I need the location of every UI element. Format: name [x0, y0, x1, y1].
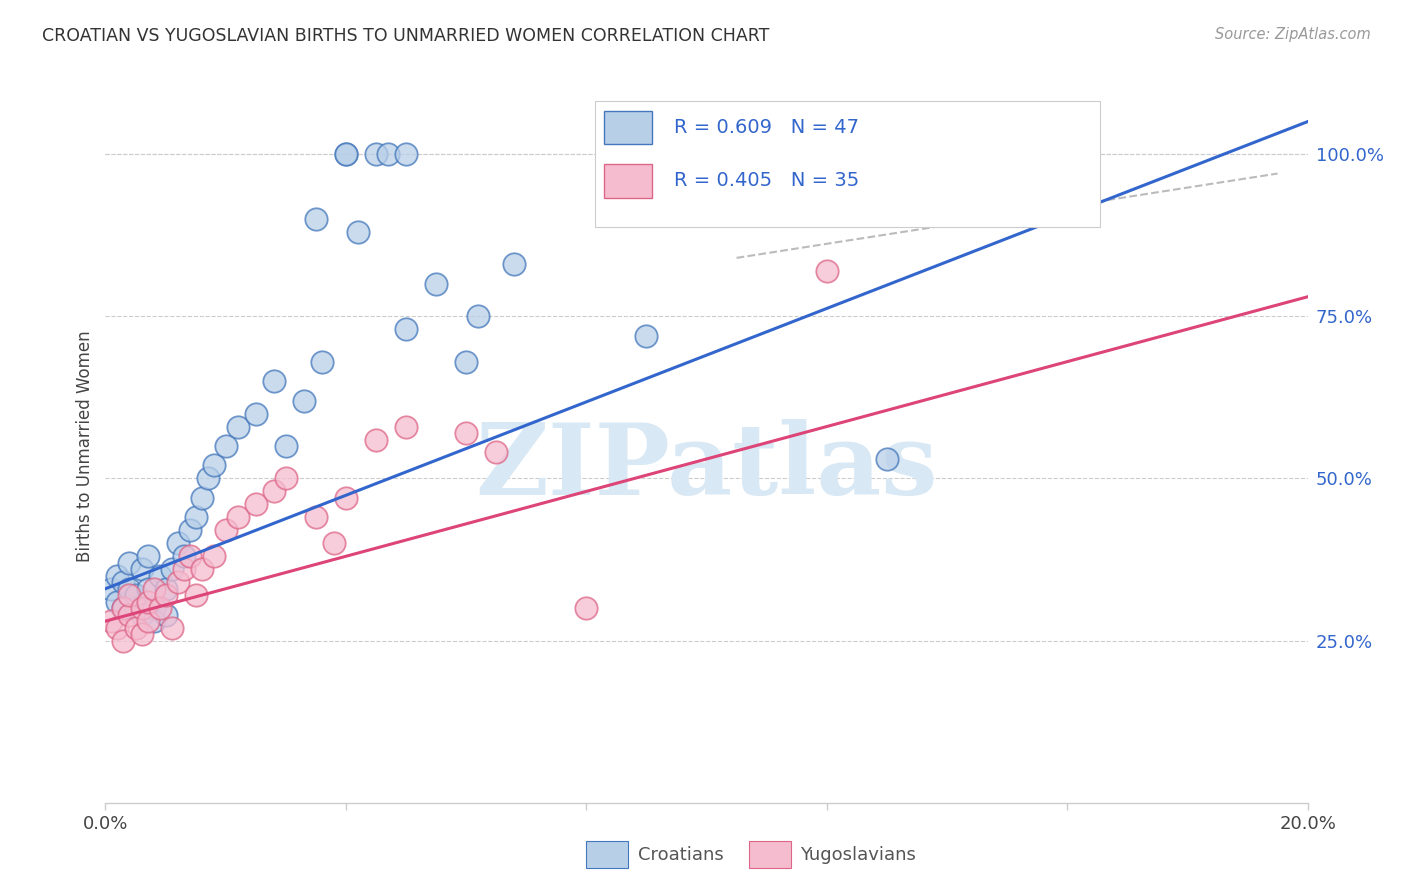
Point — [112, 633, 135, 648]
Point — [166, 536, 188, 550]
Y-axis label: Births to Unmarried Women: Births to Unmarried Women — [76, 330, 94, 562]
Point — [395, 322, 418, 336]
Point — [118, 556, 141, 570]
Text: R = 0.405   N = 35: R = 0.405 N = 35 — [673, 171, 859, 191]
Point — [364, 147, 387, 161]
Point — [124, 588, 146, 602]
Point — [142, 614, 165, 628]
Point — [274, 471, 297, 485]
Point — [118, 607, 141, 622]
Point — [184, 588, 207, 602]
Point — [575, 601, 598, 615]
Text: Source: ZipAtlas.com: Source: ZipAtlas.com — [1215, 27, 1371, 42]
Point — [131, 627, 153, 641]
Point — [485, 445, 508, 459]
Point — [131, 562, 153, 576]
Point — [179, 549, 201, 564]
Point — [425, 277, 447, 291]
FancyBboxPatch shape — [595, 101, 1099, 227]
Point — [335, 491, 357, 505]
Point — [636, 328, 658, 343]
Point — [311, 354, 333, 368]
Point — [226, 510, 249, 524]
Point — [107, 595, 129, 609]
Point — [377, 147, 399, 161]
Point — [322, 536, 344, 550]
Text: ZIPatlas: ZIPatlas — [475, 419, 938, 516]
Point — [107, 568, 129, 582]
Point — [124, 621, 146, 635]
Point — [214, 524, 236, 538]
Point — [876, 452, 898, 467]
Point — [142, 601, 165, 615]
Point — [347, 225, 370, 239]
Point — [148, 568, 170, 582]
Point — [136, 595, 159, 609]
Point — [202, 458, 225, 473]
Point — [245, 497, 267, 511]
Point — [118, 588, 141, 602]
Point — [166, 575, 188, 590]
Point — [160, 562, 183, 576]
FancyBboxPatch shape — [586, 841, 628, 869]
Point — [100, 582, 122, 596]
Point — [179, 524, 201, 538]
Point — [292, 393, 315, 408]
FancyBboxPatch shape — [748, 841, 790, 869]
Point — [305, 510, 328, 524]
Point — [335, 147, 357, 161]
Text: Yugoslavians: Yugoslavians — [800, 846, 917, 863]
Point — [112, 601, 135, 615]
Point — [202, 549, 225, 564]
Point — [226, 419, 249, 434]
Point — [136, 614, 159, 628]
Point — [245, 407, 267, 421]
FancyBboxPatch shape — [605, 164, 652, 198]
Point — [305, 211, 328, 226]
Point — [124, 601, 146, 615]
Point — [173, 549, 195, 564]
Point — [274, 439, 297, 453]
Point — [131, 607, 153, 622]
Point — [112, 601, 135, 615]
Point — [263, 374, 285, 388]
Point — [467, 310, 489, 324]
Point — [190, 562, 212, 576]
Point — [100, 614, 122, 628]
Point — [184, 510, 207, 524]
Text: Croatians: Croatians — [638, 846, 724, 863]
Point — [364, 433, 387, 447]
Point — [197, 471, 219, 485]
Text: R = 0.609   N = 47: R = 0.609 N = 47 — [673, 118, 859, 137]
Point — [136, 582, 159, 596]
FancyBboxPatch shape — [605, 111, 652, 145]
Point — [335, 147, 357, 161]
Point — [214, 439, 236, 453]
Point — [148, 601, 170, 615]
Point — [395, 419, 418, 434]
Point — [454, 354, 477, 368]
Point — [395, 147, 418, 161]
Point — [118, 582, 141, 596]
Point — [142, 582, 165, 596]
Point — [131, 601, 153, 615]
Point — [160, 621, 183, 635]
Point — [173, 562, 195, 576]
Point — [815, 264, 838, 278]
Point — [155, 607, 177, 622]
Point — [454, 425, 477, 440]
Point — [107, 621, 129, 635]
Point — [190, 491, 212, 505]
Point — [155, 582, 177, 596]
Point — [503, 257, 526, 271]
Point — [263, 484, 285, 499]
Point — [112, 575, 135, 590]
Point — [136, 549, 159, 564]
Text: CROATIAN VS YUGOSLAVIAN BIRTHS TO UNMARRIED WOMEN CORRELATION CHART: CROATIAN VS YUGOSLAVIAN BIRTHS TO UNMARR… — [42, 27, 769, 45]
Point — [155, 588, 177, 602]
